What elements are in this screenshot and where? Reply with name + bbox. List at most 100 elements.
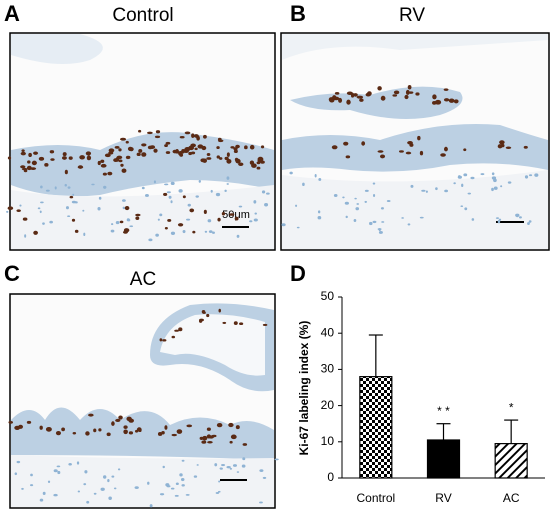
nucleus bbox=[7, 206, 14, 211]
nucleus bbox=[206, 153, 211, 156]
nucleus bbox=[233, 321, 238, 326]
nucleus bbox=[236, 234, 240, 238]
nucleus bbox=[67, 186, 71, 189]
nucleus bbox=[369, 221, 373, 226]
nucleus bbox=[98, 428, 102, 432]
nucleus bbox=[215, 192, 221, 197]
nucleus bbox=[202, 435, 208, 441]
nucleus bbox=[407, 223, 411, 226]
nucleus bbox=[230, 434, 237, 440]
nucleus bbox=[97, 206, 101, 211]
panel-label: A bbox=[4, 1, 20, 26]
nucleus bbox=[528, 174, 533, 177]
nucleus bbox=[122, 206, 125, 210]
nucleus bbox=[42, 222, 45, 225]
nucleus bbox=[377, 86, 382, 91]
micrograph-c bbox=[9, 293, 276, 509]
nucleus bbox=[192, 230, 196, 234]
nucleus bbox=[163, 192, 168, 196]
nucleus bbox=[372, 193, 376, 197]
nucleus bbox=[65, 206, 69, 210]
tissue bbox=[282, 34, 548, 60]
nucleus bbox=[165, 141, 171, 145]
nucleus bbox=[187, 203, 191, 207]
nucleus bbox=[74, 201, 78, 204]
nucleus bbox=[14, 472, 18, 476]
nucleus bbox=[135, 213, 141, 217]
panel-title: RV bbox=[399, 5, 425, 26]
nucleus bbox=[444, 146, 448, 152]
nucleus bbox=[147, 145, 153, 150]
nucleus bbox=[204, 230, 208, 233]
nucleus bbox=[249, 144, 255, 150]
nucleus bbox=[443, 88, 449, 91]
nucleus bbox=[141, 152, 147, 157]
nucleus bbox=[203, 134, 207, 139]
nucleus bbox=[103, 475, 107, 479]
nucleus bbox=[108, 496, 112, 500]
nucleus bbox=[138, 129, 142, 133]
tissue bbox=[11, 407, 274, 460]
nucleus bbox=[254, 212, 257, 215]
nucleus bbox=[440, 153, 446, 157]
nucleus bbox=[28, 152, 32, 158]
nucleus bbox=[157, 218, 160, 221]
nucleus bbox=[159, 338, 163, 342]
nucleus bbox=[196, 464, 199, 466]
nucleus bbox=[432, 101, 437, 105]
nucleus bbox=[361, 141, 366, 146]
nucleus bbox=[518, 216, 522, 219]
nucleus bbox=[353, 218, 357, 222]
nucleus bbox=[458, 175, 461, 178]
nucleus bbox=[106, 432, 111, 437]
nucleus bbox=[107, 171, 113, 176]
nucleus bbox=[82, 209, 85, 212]
nucleus bbox=[37, 207, 41, 210]
panel-label: B bbox=[290, 1, 306, 26]
nucleus bbox=[85, 431, 90, 436]
nucleus bbox=[372, 220, 377, 224]
nucleus bbox=[393, 90, 400, 95]
nucleus bbox=[404, 94, 409, 100]
nucleus bbox=[77, 165, 84, 169]
nucleus bbox=[242, 443, 248, 446]
nucleus bbox=[179, 473, 183, 477]
nucleus bbox=[241, 464, 246, 468]
nucleus bbox=[405, 151, 412, 155]
nucleus bbox=[264, 203, 269, 207]
nucleus bbox=[415, 92, 420, 96]
nucleus bbox=[61, 156, 67, 160]
nucleus bbox=[149, 504, 153, 508]
nucleus bbox=[256, 166, 261, 170]
nucleus bbox=[461, 183, 464, 188]
nucleus bbox=[224, 189, 227, 192]
nucleus bbox=[421, 189, 426, 192]
nucleus bbox=[470, 176, 475, 180]
nucleus bbox=[154, 135, 161, 139]
nucleus bbox=[178, 189, 183, 193]
nucleus bbox=[295, 204, 298, 207]
nucleus bbox=[147, 481, 150, 485]
nucleus bbox=[16, 460, 21, 464]
nucleus bbox=[460, 205, 464, 208]
nucleus bbox=[343, 141, 349, 146]
nucleus bbox=[178, 150, 183, 156]
y-tick-label: 20 bbox=[321, 398, 335, 412]
nucleus bbox=[480, 173, 485, 176]
nucleus bbox=[378, 231, 383, 234]
nucleus bbox=[179, 135, 185, 139]
nucleus bbox=[212, 231, 215, 234]
nucleus bbox=[103, 185, 107, 189]
nucleus bbox=[88, 413, 94, 417]
nucleus bbox=[114, 146, 120, 149]
nucleus bbox=[53, 493, 58, 497]
nucleus bbox=[100, 159, 105, 163]
nucleus bbox=[471, 218, 475, 221]
nucleus bbox=[232, 464, 238, 467]
nucleus bbox=[356, 203, 360, 205]
nucleus bbox=[26, 420, 32, 424]
nucleus bbox=[55, 431, 61, 436]
nucleus bbox=[31, 160, 37, 166]
nucleus bbox=[107, 478, 110, 483]
